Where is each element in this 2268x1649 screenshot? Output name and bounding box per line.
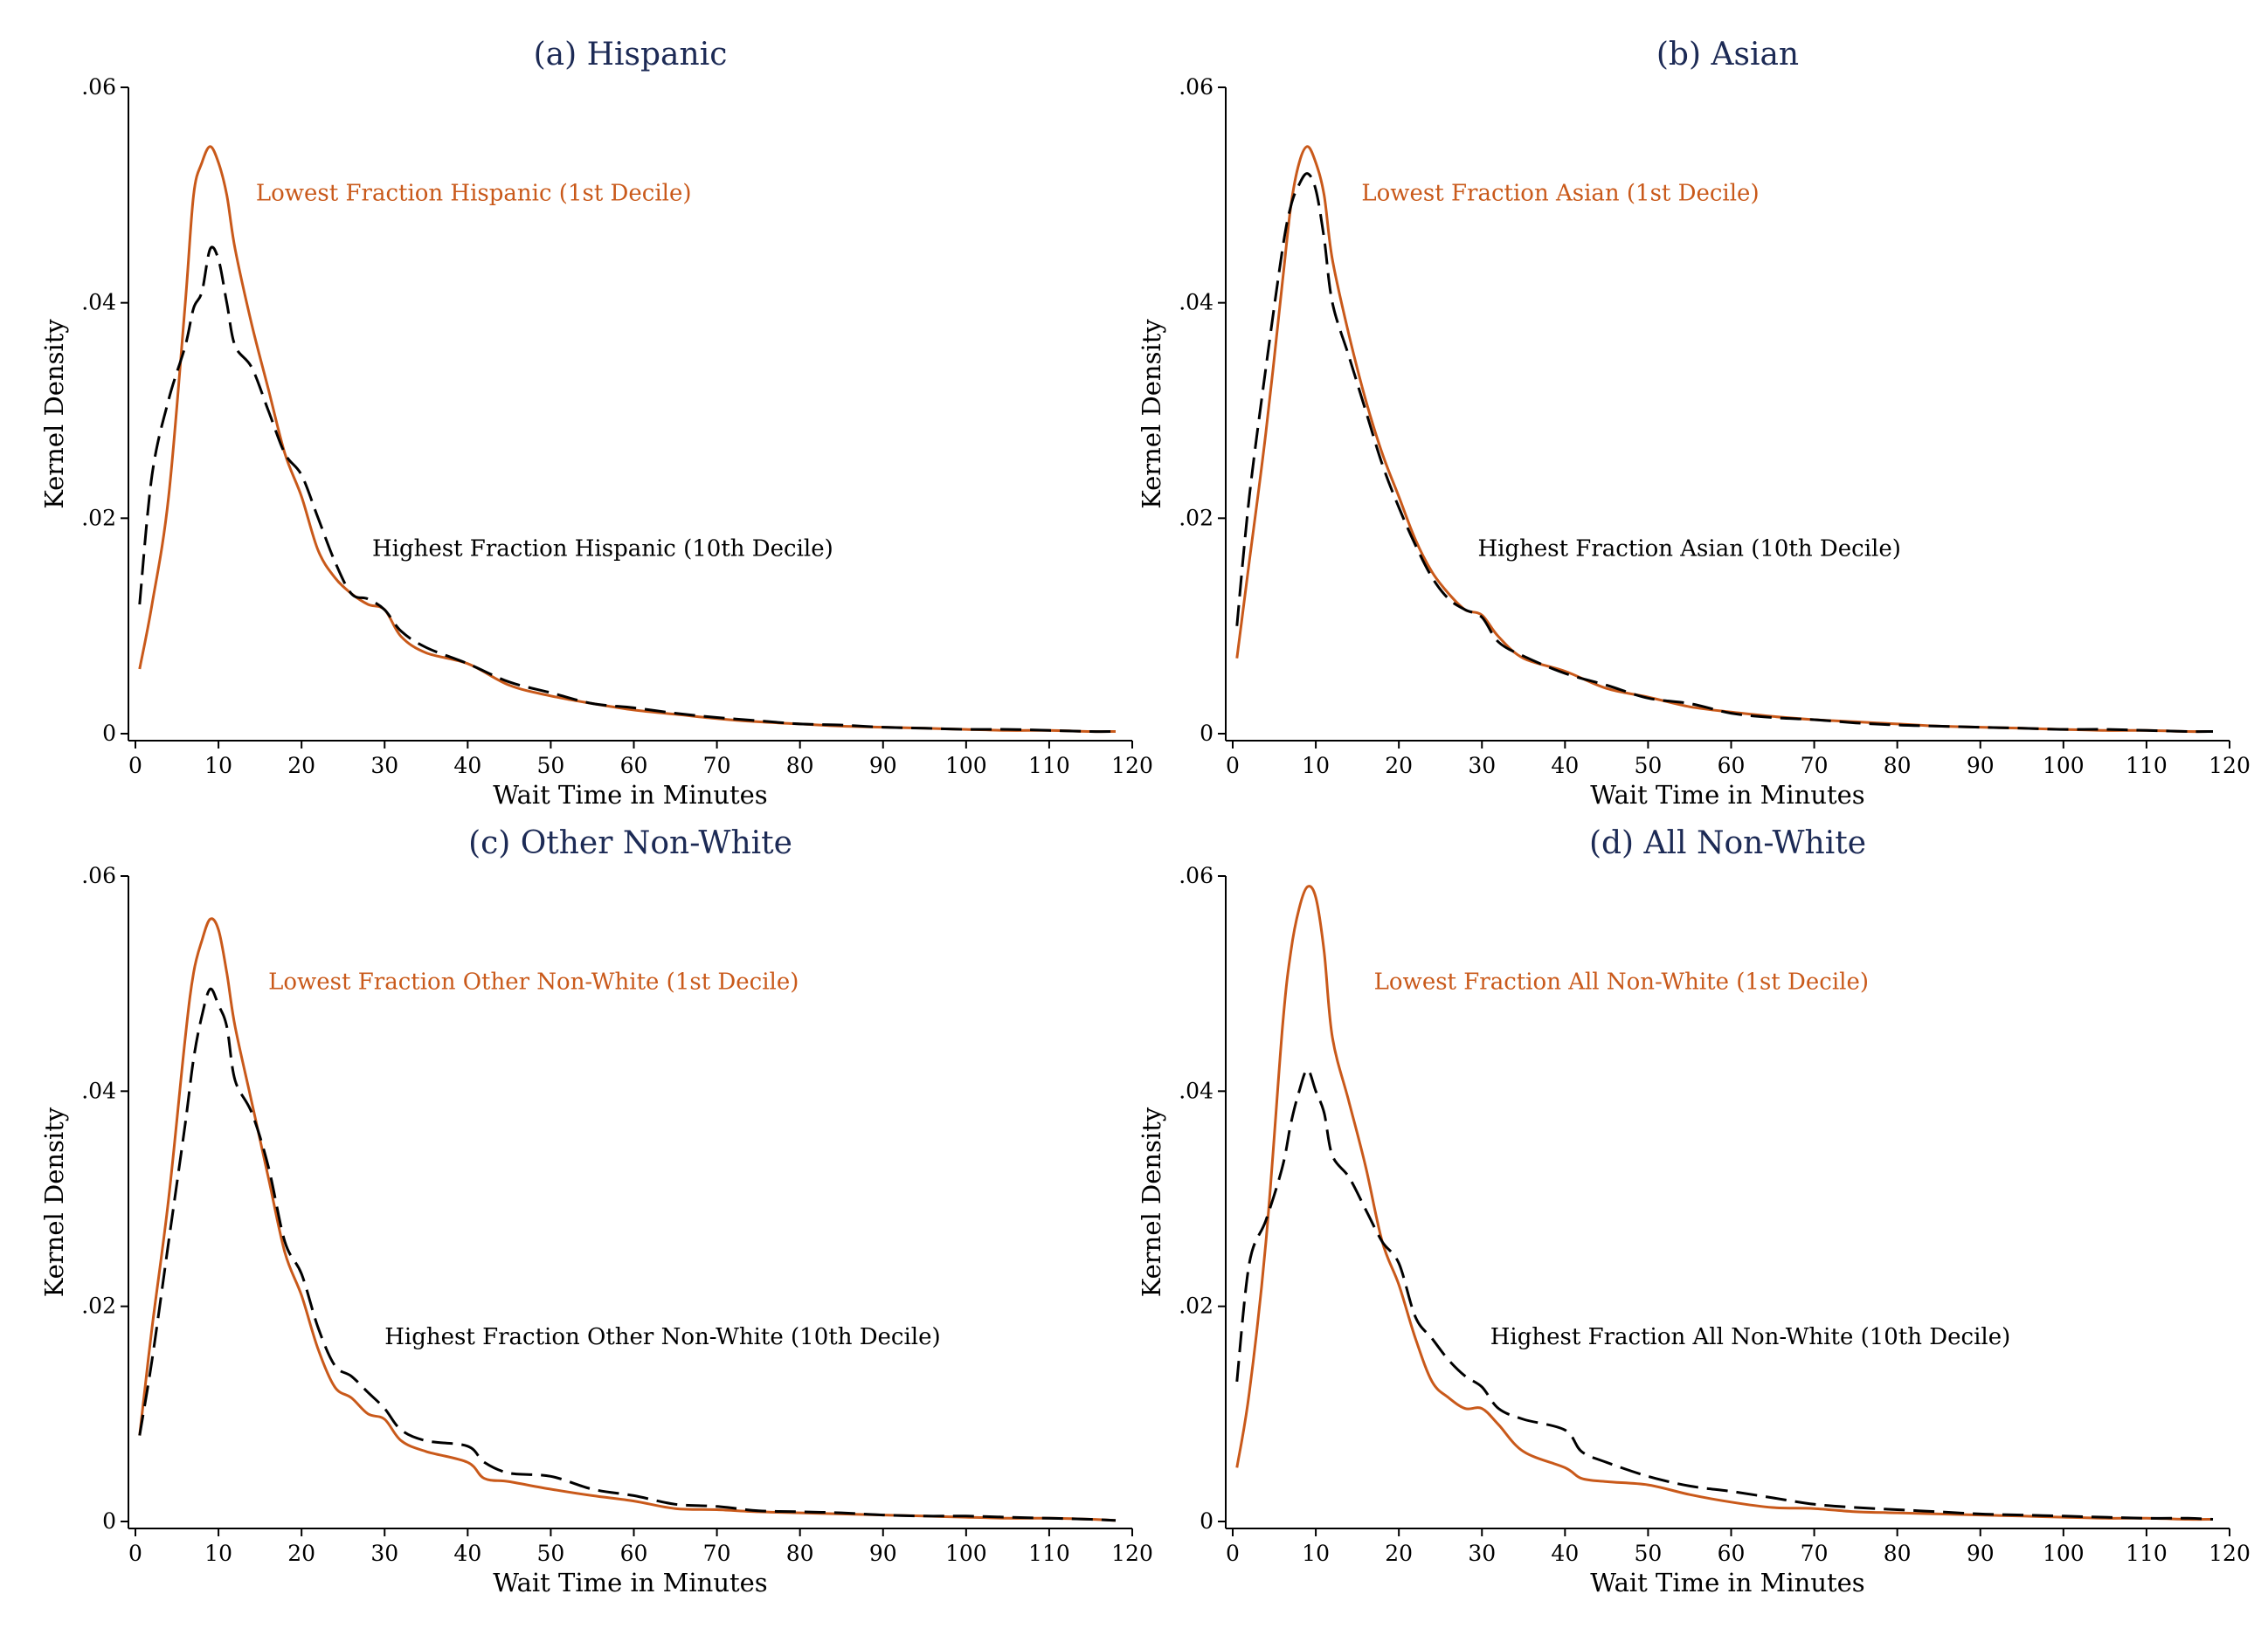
y-tick-label: .06 bbox=[1179, 863, 1214, 888]
x-tick-label: 90 bbox=[869, 753, 897, 778]
x-tick-label: 120 bbox=[2209, 1541, 2251, 1566]
chart-title: (a) Hispanic bbox=[534, 37, 728, 72]
x-tick-label: 120 bbox=[1111, 1541, 1153, 1566]
chart-title: (b) Asian bbox=[1656, 37, 1799, 72]
x-tick-label: 30 bbox=[370, 1541, 398, 1566]
panel-2: (b) Asian 0 .02 .04 .06 0 10 20 30 40 50 60 70 80 90 10… bbox=[1137, 37, 2251, 810]
x-tick-label: 10 bbox=[1302, 753, 1330, 778]
annotation-highest-decile: Highest Fraction Hispanic (10th Decile) bbox=[372, 536, 833, 562]
x-tick-label: 10 bbox=[204, 753, 232, 778]
y-tick-label: .02 bbox=[1179, 1294, 1214, 1319]
x-tick-label: 50 bbox=[537, 753, 565, 778]
y-tick-label: .02 bbox=[81, 505, 116, 530]
x-tick-label: 0 bbox=[128, 753, 142, 778]
panel-4: (d) All Non-White 0 .02 .04 .06 0 10 20 30 40 50 60… bbox=[1137, 825, 2251, 1597]
x-tick-label: 30 bbox=[1468, 753, 1496, 778]
x-tick-label: 60 bbox=[620, 753, 648, 778]
y-tick-label: .04 bbox=[81, 1078, 116, 1103]
y-tick-label: 0 bbox=[102, 721, 116, 746]
x-axis-title: Wait Time in Minutes bbox=[493, 780, 767, 810]
y-tick-label: .04 bbox=[81, 290, 116, 315]
y-axis-title: Kernel Density bbox=[1137, 319, 1166, 509]
annotation-lowest-decile: Lowest Fraction Asian (1st Decile) bbox=[1361, 181, 1759, 207]
x-tick-label: 30 bbox=[1468, 1541, 1496, 1566]
annotation-highest-decile: Highest Fraction Other Non-White (10th D… bbox=[384, 1324, 940, 1350]
x-tick-label: 20 bbox=[1385, 753, 1413, 778]
x-axis-title: Wait Time in Minutes bbox=[493, 1568, 767, 1597]
x-tick-label: 80 bbox=[786, 1541, 814, 1566]
x-tick-label: 10 bbox=[204, 1541, 232, 1566]
x-tick-label: 50 bbox=[1635, 753, 1663, 778]
x-tick-label: 70 bbox=[703, 1541, 731, 1566]
annotation-highest-decile: Highest Fraction All Non-White (10th Dec… bbox=[1490, 1324, 2011, 1350]
x-axis-title: Wait Time in Minutes bbox=[1590, 1568, 1864, 1597]
series-line-highest-decile bbox=[138, 245, 1117, 734]
x-tick-label: 50 bbox=[1635, 1541, 1663, 1566]
x-tick-label: 80 bbox=[1884, 753, 1912, 778]
x-tick-label: 120 bbox=[2209, 753, 2251, 778]
x-tick-label: 0 bbox=[128, 1541, 142, 1566]
x-tick-label: 60 bbox=[620, 1541, 648, 1566]
x-tick-label: 70 bbox=[703, 753, 731, 778]
x-tick-label: 60 bbox=[1718, 1541, 1746, 1566]
y-tick-label: .04 bbox=[1179, 1078, 1214, 1103]
x-tick-label: 110 bbox=[2126, 753, 2168, 778]
chart-title: (d) All Non-White bbox=[1589, 825, 1866, 861]
y-axis-title: Kernel Density bbox=[39, 1107, 69, 1297]
x-tick-label: 0 bbox=[1226, 1541, 1240, 1566]
y-tick-label: 0 bbox=[102, 1508, 116, 1534]
annotation-lowest-decile: Lowest Fraction All Non-White (1st Decil… bbox=[1374, 969, 1869, 995]
annotation-lowest-decile: Lowest Fraction Other Non-White (1st Dec… bbox=[268, 969, 799, 995]
x-tick-label: 30 bbox=[370, 753, 398, 778]
x-tick-label: 60 bbox=[1718, 753, 1746, 778]
series-line-highest-decile bbox=[1235, 172, 2214, 734]
x-tick-label: 100 bbox=[945, 1541, 987, 1566]
y-axis-title: Kernel Density bbox=[39, 319, 69, 509]
x-tick-label: 90 bbox=[1967, 753, 1995, 778]
y-axis-title: Kernel Density bbox=[1137, 1107, 1166, 1297]
x-tick-label: 90 bbox=[869, 1541, 897, 1566]
x-tick-label: 80 bbox=[1884, 1541, 1912, 1566]
x-tick-label: 90 bbox=[1967, 1541, 1995, 1566]
x-tick-label: 100 bbox=[2043, 753, 2085, 778]
x-tick-label: 70 bbox=[1801, 1541, 1829, 1566]
x-tick-label: 40 bbox=[453, 1541, 481, 1566]
y-tick-label: .04 bbox=[1179, 290, 1214, 315]
series-line-highest-decile bbox=[1235, 1068, 2214, 1521]
x-tick-label: 20 bbox=[287, 1541, 315, 1566]
x-tick-label: 20 bbox=[287, 753, 315, 778]
x-tick-label: 40 bbox=[1551, 753, 1579, 778]
x-tick-label: 50 bbox=[537, 1541, 565, 1566]
y-tick-label: 0 bbox=[1200, 721, 1214, 746]
y-tick-label: .06 bbox=[1179, 74, 1214, 100]
x-tick-label: 20 bbox=[1385, 1541, 1413, 1566]
x-tick-label: 110 bbox=[1028, 753, 1070, 778]
x-tick-label: 110 bbox=[2126, 1541, 2168, 1566]
y-tick-label: .06 bbox=[81, 74, 116, 100]
series-line-highest-decile bbox=[138, 987, 1117, 1522]
x-tick-label: 100 bbox=[2043, 1541, 2085, 1566]
x-tick-label: 40 bbox=[453, 753, 481, 778]
annotation-highest-decile: Highest Fraction Asian (10th Decile) bbox=[1477, 536, 1900, 562]
series-line-lowest-decile bbox=[1235, 885, 2214, 1521]
y-tick-label: .02 bbox=[1179, 505, 1214, 530]
x-tick-label: 110 bbox=[1028, 1541, 1070, 1566]
annotation-lowest-decile: Lowest Fraction Hispanic (1st Decile) bbox=[256, 181, 692, 207]
panel-1: (a) Hispanic 0 .02 .04 .06 0 10 20 30 40 50 60 70 80 9… bbox=[39, 37, 1153, 810]
panel-3: (c) Other Non-White 0 .02 .04 .06 0 10 20 30 40 50… bbox=[39, 825, 1153, 1597]
x-tick-label: 120 bbox=[1111, 753, 1153, 778]
y-tick-label: 0 bbox=[1200, 1508, 1214, 1534]
y-tick-label: .06 bbox=[81, 863, 116, 888]
x-tick-label: 0 bbox=[1226, 753, 1240, 778]
x-tick-label: 40 bbox=[1551, 1541, 1579, 1566]
y-tick-label: .02 bbox=[81, 1294, 116, 1319]
x-tick-label: 10 bbox=[1302, 1541, 1330, 1566]
chart-title: (c) Other Non-White bbox=[468, 825, 792, 861]
x-tick-label: 100 bbox=[945, 753, 987, 778]
x-axis-title: Wait Time in Minutes bbox=[1590, 780, 1864, 810]
x-tick-label: 70 bbox=[1801, 753, 1829, 778]
x-tick-label: 80 bbox=[786, 753, 814, 778]
